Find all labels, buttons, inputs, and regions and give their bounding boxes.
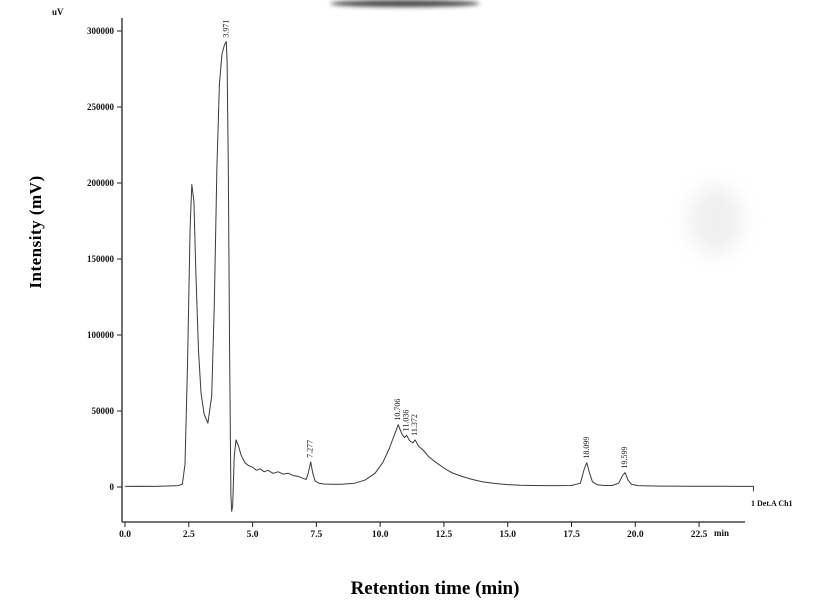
- detector-channel-label: 1 Det.A Ch1: [751, 499, 793, 508]
- x-tick-label: 20.0: [627, 530, 644, 540]
- x-axis-unit-label: min: [714, 528, 730, 538]
- x-tick-label: 10.0: [372, 530, 389, 540]
- scan-artifact-smudge: [330, 0, 480, 7]
- peak-label: 10.706: [393, 399, 402, 421]
- y-tick-label: 200000: [87, 178, 115, 188]
- scan-artifact-blotch: [688, 185, 743, 255]
- x-axis-title: Retention time (min): [350, 578, 520, 599]
- y-axis-unit-label: uV: [52, 7, 64, 17]
- x-tick-label: 17.5: [563, 530, 580, 540]
- y-tick-label: 0: [110, 482, 115, 492]
- peak-label: 11.036: [402, 410, 411, 432]
- y-tick-label: 300000: [87, 26, 115, 36]
- x-tick-label: 22.5: [691, 530, 708, 540]
- x-tick-label: 7.5: [310, 530, 322, 540]
- baseline-extension: [742, 485, 754, 492]
- peak-label: 3.971: [221, 20, 230, 38]
- y-axis-title: Intensity (mV): [26, 175, 45, 289]
- y-tick-label: 150000: [87, 254, 115, 264]
- y-tick-label: 250000: [87, 102, 115, 112]
- peak-label: 18.099: [582, 437, 591, 459]
- peak-label: 11.372: [410, 414, 419, 436]
- y-tick-label: 100000: [87, 330, 115, 340]
- x-tick-label: 15.0: [499, 530, 516, 540]
- x-tick-label: 0.0: [119, 530, 131, 540]
- x-tick-label: 12.5: [436, 530, 453, 540]
- x-tick-label: 2.5: [183, 530, 195, 540]
- peak-label: 7.277: [306, 440, 315, 458]
- chromatogram-trace: [124, 41, 743, 512]
- peak-label: 19.599: [620, 447, 629, 469]
- y-tick-label: 50000: [92, 406, 115, 416]
- x-tick-label: 5.0: [247, 530, 259, 540]
